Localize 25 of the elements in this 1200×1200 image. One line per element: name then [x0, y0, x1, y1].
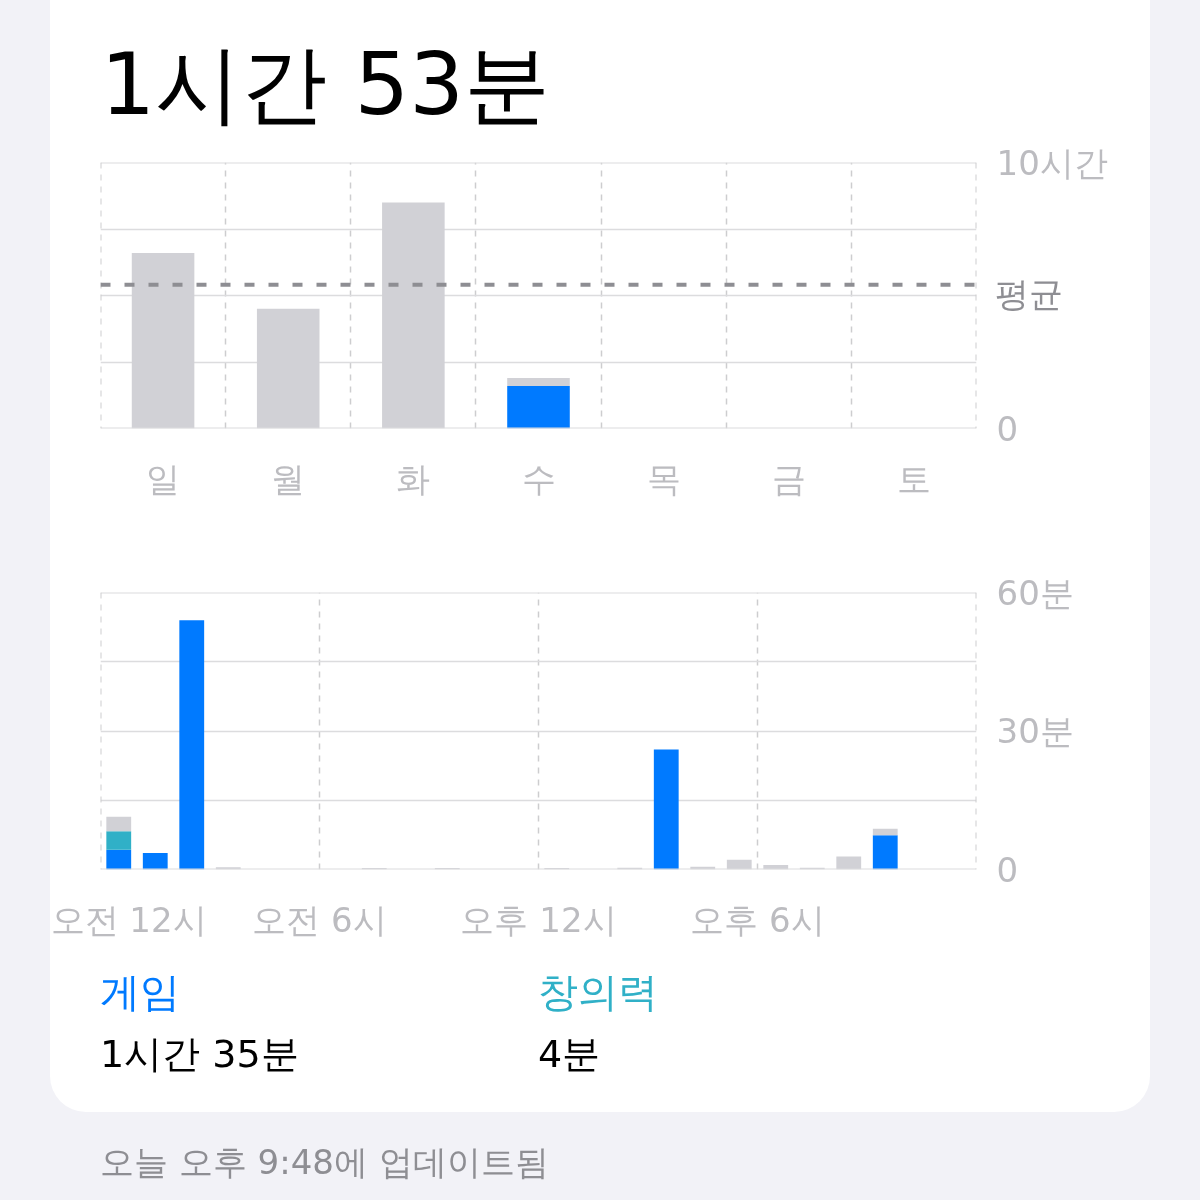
- x-tick-label: 토: [896, 458, 931, 499]
- text: 1시간 35분: [100, 1031, 300, 1078]
- x-tick-label: 오전 12시: [50, 899, 207, 940]
- bar: [507, 377, 570, 386]
- y-tick-label: 60분: [996, 572, 1074, 613]
- bar: [507, 385, 570, 429]
- x-tick-label: 수: [521, 458, 556, 499]
- text: 4분: [538, 1031, 602, 1078]
- x-tick-label: 일: [146, 458, 181, 499]
- y-tick-label: 0: [996, 408, 1019, 449]
- x-tick-label: 오후 6시: [690, 899, 825, 940]
- y-tick-label: 30분: [996, 711, 1074, 751]
- chart-title: 1시간 53분: [100, 33, 550, 134]
- x-tick-label: 화: [396, 458, 431, 499]
- y-tick-label: 0: [996, 849, 1019, 890]
- x-tick-label: 월: [271, 458, 306, 499]
- y-tick-label: 10시간: [996, 142, 1108, 183]
- x-tick-label: 오전 6시: [252, 899, 387, 940]
- text: 오늘 오후 9:48에 업데이트됨: [100, 1141, 549, 1184]
- x-tick-label: 금: [771, 458, 806, 499]
- x-tick-label: 오후 12시: [460, 899, 617, 940]
- text: 창의력: [538, 968, 659, 1017]
- ref-line-label: 평균: [995, 274, 1063, 314]
- text: 게임: [100, 968, 181, 1017]
- x-tick-label: 목: [646, 458, 681, 499]
